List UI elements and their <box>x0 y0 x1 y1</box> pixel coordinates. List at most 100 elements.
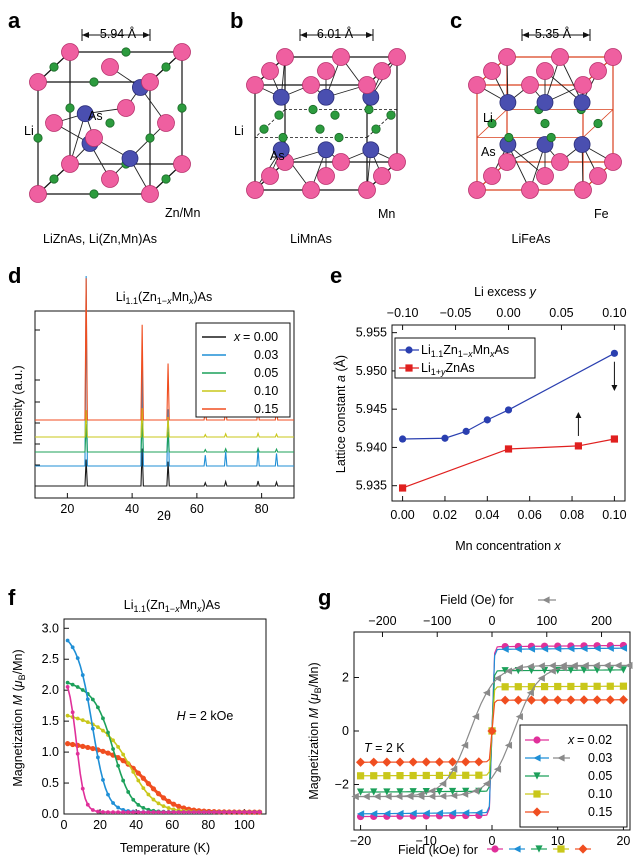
structure-caption-a: LiZnAs, Li(Zn,Mn)As <box>43 232 157 246</box>
lattice-arrow-up-head <box>575 412 582 418</box>
mh-data-point <box>461 741 469 749</box>
li-atom <box>65 103 75 113</box>
mn-atom <box>388 48 406 66</box>
mh-data-point <box>553 695 563 705</box>
mn-atom <box>373 167 391 185</box>
panel-letter-d: d <box>8 263 21 288</box>
mn-atom <box>373 62 391 80</box>
mt-data-point <box>160 795 167 801</box>
mt-data-point <box>75 656 80 661</box>
mh-legend-marker <box>533 754 541 762</box>
dimension-arrow-c-head <box>522 32 529 38</box>
mt-data-point <box>176 803 182 809</box>
mh-xtick-label: 10 <box>551 834 565 848</box>
mt-ylabel: Magnetization M (μB/Mn) <box>11 649 27 786</box>
as-atom <box>76 105 94 123</box>
mt-xtick-label: 60 <box>165 818 179 832</box>
mt-data-point <box>116 810 121 815</box>
lattice-xtick-label: 0.06 <box>518 508 542 522</box>
mh-data-point <box>462 809 470 817</box>
mt-data-point <box>140 775 146 781</box>
mh-bottom-legend-marker <box>557 845 565 853</box>
mt-data-point <box>126 810 131 815</box>
mt-data-point <box>252 810 257 815</box>
mh-top-xtick-label: −200 <box>368 614 396 628</box>
mh-data-point <box>396 809 404 818</box>
crystal-structure-lifeas <box>468 29 622 199</box>
panel-letter-f: f <box>8 585 16 610</box>
lattice-data-point <box>504 445 513 453</box>
hysteresis-chart: Field (Oe) for Field (kOe) for T = 2 K M… <box>307 593 633 857</box>
dimension-arrow-b-head <box>366 32 373 38</box>
mh-data-point <box>356 788 365 796</box>
mh-xtick-label: −20 <box>350 834 371 848</box>
mt-data-point <box>96 725 100 730</box>
panel-letter-a: a <box>8 8 21 33</box>
zn-mn-atom <box>101 58 119 76</box>
mt-xtick-label: 80 <box>201 818 215 832</box>
mt-data-point <box>105 750 111 756</box>
mt-data-point <box>70 645 75 650</box>
as-atom <box>317 88 335 106</box>
mh-data-point <box>362 792 370 801</box>
mh-data-point <box>447 757 458 767</box>
mt-data-point <box>222 810 227 815</box>
fe-atom <box>551 48 569 66</box>
xrd-pattern-chart: Li1.1(Zn1−xMnx)As 2θ Intensity (a.u.) 20… <box>11 275 295 523</box>
mt-data-point <box>171 807 176 812</box>
mh-data-point <box>540 666 549 675</box>
mh-data-point <box>515 664 523 672</box>
dimension-arrow-a-head <box>82 32 89 38</box>
lattice-top-xtick-label: −0.10 <box>387 306 419 320</box>
mh-data-point <box>593 644 601 653</box>
mt-data-point <box>90 745 96 752</box>
li-atom <box>504 132 514 143</box>
mh-data-point <box>408 757 418 767</box>
fe-atom <box>468 181 486 199</box>
mt-data-point <box>136 802 141 807</box>
fe-atom <box>536 167 554 185</box>
mn-atom <box>302 181 320 199</box>
mt-data-point <box>237 810 242 815</box>
li-atom <box>177 103 187 113</box>
li-atom <box>540 118 550 129</box>
mh-data-point <box>493 765 502 773</box>
mh-data-point <box>554 645 562 653</box>
mh-data-point <box>428 792 436 800</box>
mn-atom <box>261 62 279 80</box>
mh-data-point <box>462 771 470 779</box>
mh-data-point <box>559 661 567 670</box>
mn-atom <box>332 48 350 66</box>
mt-ytick-label: 1.0 <box>42 745 59 759</box>
li-atom <box>259 124 269 134</box>
mh-data-point <box>548 662 556 670</box>
mh-data-point <box>475 771 483 779</box>
mh-data-point <box>554 682 562 691</box>
mh-data-point <box>383 809 391 818</box>
xrd-xtick-label: 40 <box>125 502 139 516</box>
mh-annotation: T = 2 K <box>364 741 405 755</box>
mh-data-point <box>501 645 509 653</box>
mh-data-point <box>448 787 457 796</box>
xrd-series-line <box>35 448 294 487</box>
li-atom <box>121 47 131 57</box>
mt-annotation: H = 2 kOe <box>177 709 234 723</box>
zn-mn-atom <box>45 114 63 132</box>
li-atom <box>105 118 115 128</box>
mt-title: Li1.1(Zn1−xMnx)As <box>124 598 220 614</box>
li-atom <box>89 189 99 199</box>
mh-data-point <box>439 780 447 788</box>
mh-data-point <box>450 791 458 800</box>
mh-data-point <box>515 713 523 721</box>
mt-data-point <box>136 778 141 783</box>
mt-data-point <box>257 810 262 815</box>
mh-data-point <box>434 757 445 767</box>
mh-data-point <box>580 666 588 674</box>
mh-data-point <box>618 695 629 705</box>
fe-atom <box>483 167 501 185</box>
mh-legend-label: 0.05 <box>588 769 612 783</box>
fe-atom <box>589 62 607 80</box>
xrd-legend-label: 0.03 <box>254 348 278 362</box>
mh-bottom-legend-marker <box>491 845 499 853</box>
